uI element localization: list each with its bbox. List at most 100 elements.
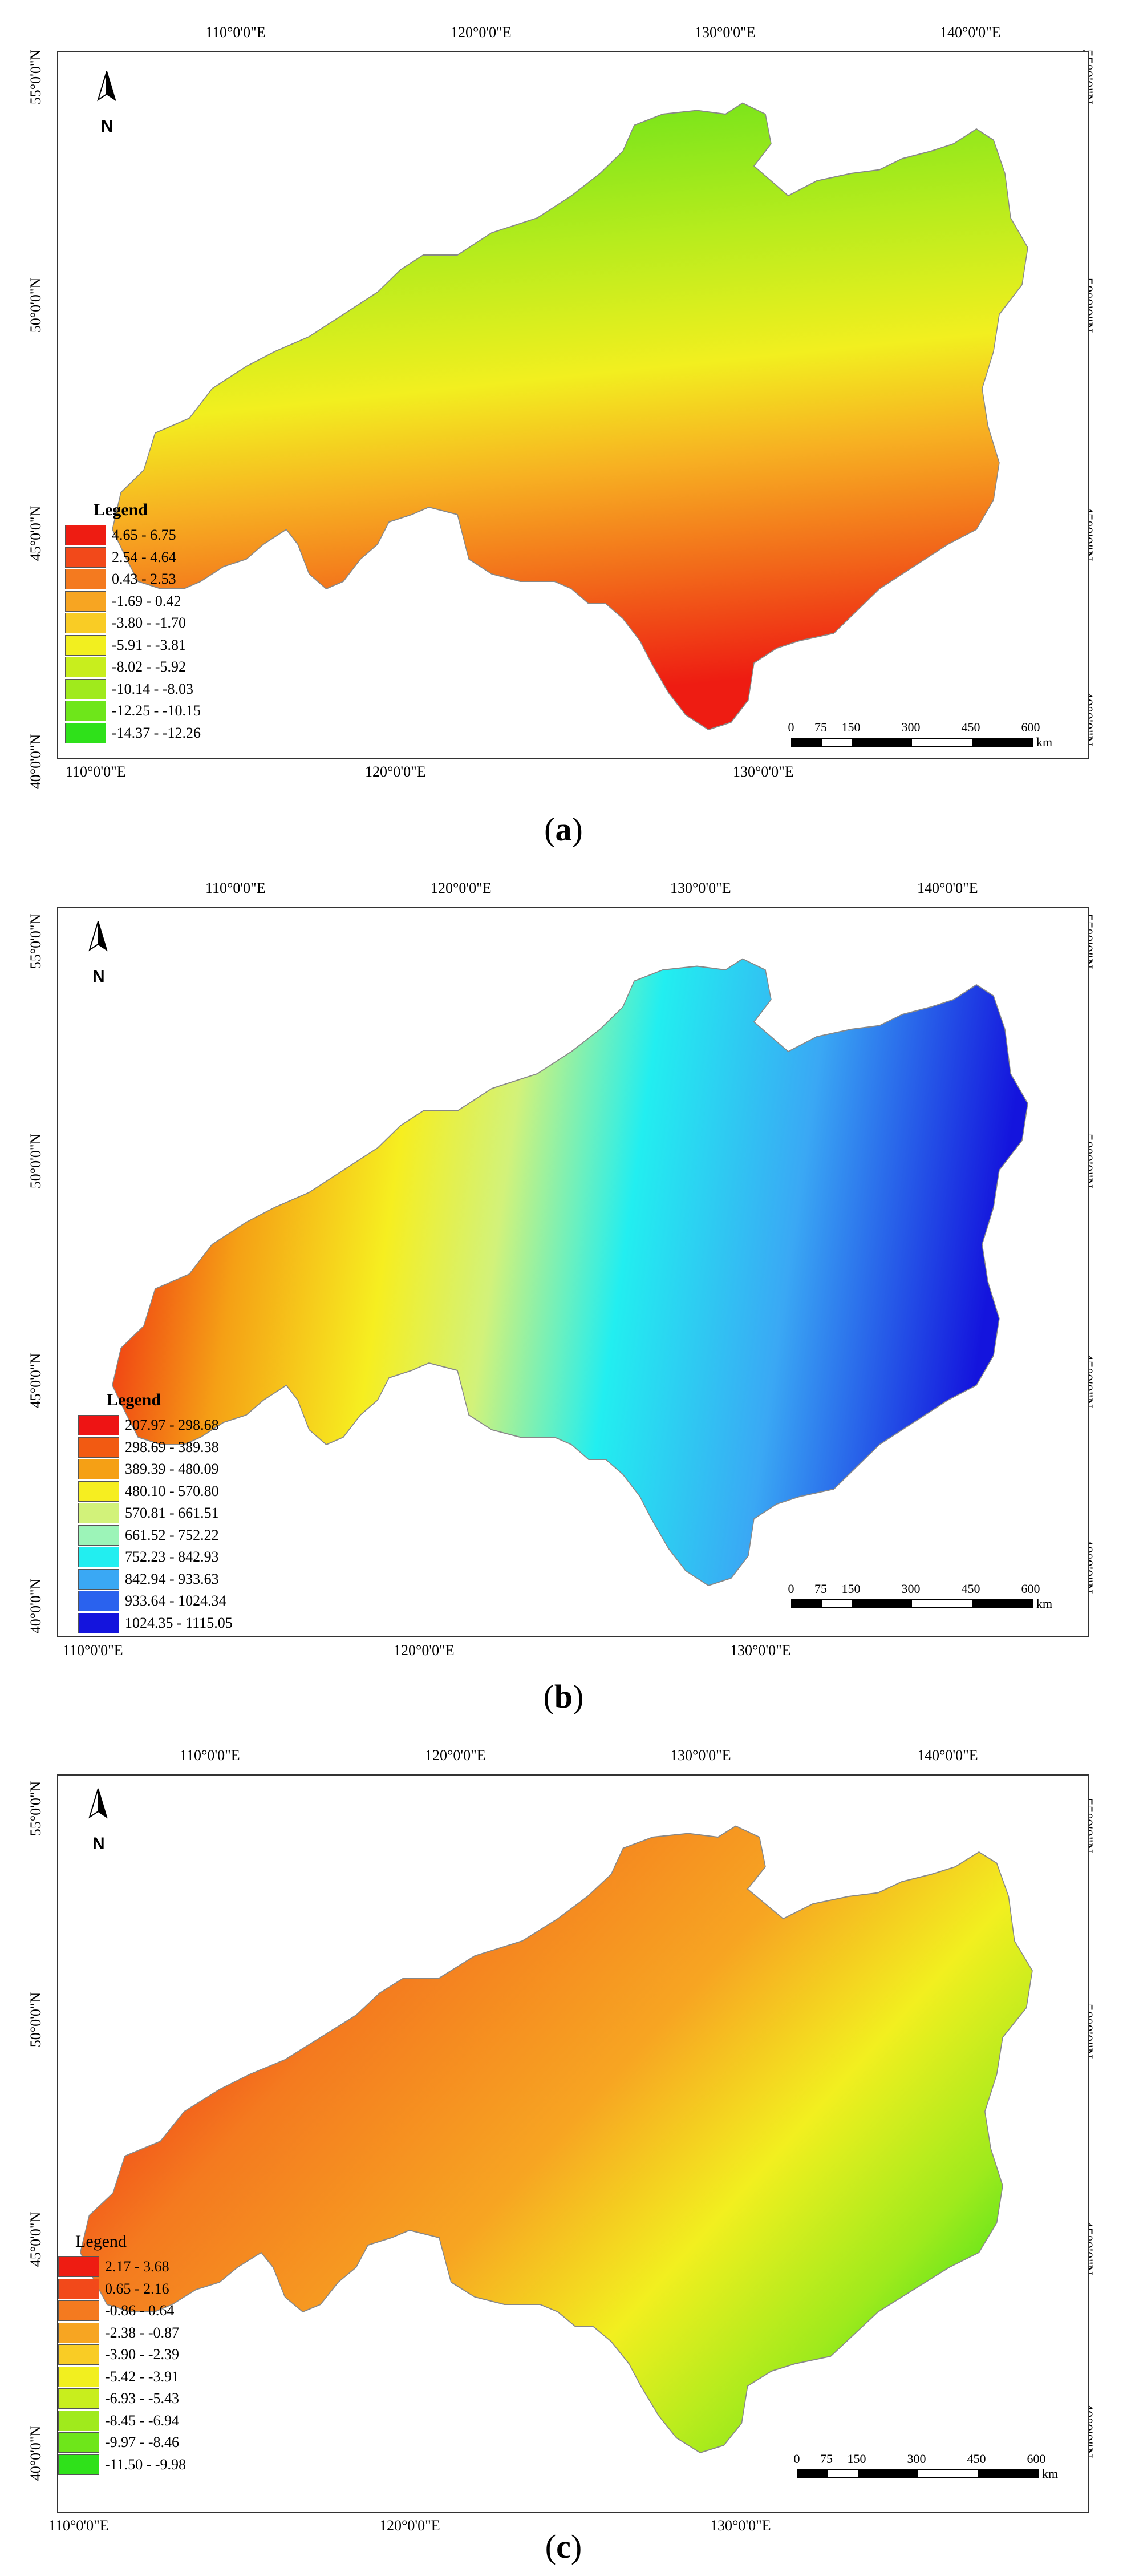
legend-row: 1024.35 - 1115.05 [78,1612,233,1635]
legend-row: -14.37 - -12.26 [65,722,201,745]
scale-bar: 0 75 150 300 450 600 km [794,2452,1065,2481]
lon-label-top: 110°0'0"E [205,880,266,896]
panel-caption-letter: a [555,811,572,848]
map-region [79,1825,1033,2453]
legend-label: -2.38 - -0.87 [105,2324,179,2341]
lon-label-bottom: 130°0'0"E [710,2517,771,2534]
legend-label: -14.37 - -12.26 [112,724,201,741]
map-region [112,102,1028,730]
lon-label-bottom: 110°0'0"E [48,2517,109,2534]
legend-row: 480.10 - 570.80 [78,1481,233,1503]
legend-label: -0.86 - 0.64 [105,2302,175,2319]
legend-swatch [78,1459,119,1480]
lon-label-top: 130°0'0"E [670,1747,731,1764]
legend-label: 752.23 - 842.93 [125,1548,219,1566]
scale-tick-label: 75 [820,2452,833,2466]
legend-row: -6.93 - -5.43 [58,2388,186,2410]
scale-tick-label: 300 [901,1582,921,1596]
scale-tick-labels: 0 75 150 300 450 600 [788,1582,1059,1596]
legend-row: 661.52 - 752.22 [78,1524,233,1547]
lat-label-left: 50°0'0"N [27,1992,44,2048]
panel-caption-letter: b [554,1678,573,1715]
panel-caption: (b) [543,1678,584,1715]
legend-swatch [65,634,106,656]
legend-label: -6.93 - -5.43 [105,2390,179,2407]
legend-row: 0.65 - 2.16 [58,2278,186,2300]
legend-row: -0.86 - 0.64 [58,2300,186,2322]
lat-label-left: 55°0'0"N [27,1781,44,1837]
scale-tick-label: 300 [907,2452,926,2466]
legend-label: 4.65 - 6.75 [112,527,176,544]
legend-label: -8.45 - -6.94 [105,2412,179,2429]
legend: Legend 207.97 - 298.68 298.69 - 389.38 3… [78,1390,233,1634]
legend-row: 0.43 - 2.53 [65,568,201,591]
scale-unit: km [1042,2466,1059,2481]
legend-row: -8.02 - -5.92 [65,656,201,678]
scale-tick-label: 0 [788,720,794,734]
legend-label: -11.50 - -9.98 [105,2456,187,2473]
legend-label: 0.43 - 2.53 [112,571,176,588]
legend-row: -1.69 - 0.42 [65,591,201,613]
legend: Legend 2.17 - 3.68 0.65 - 2.16 -0.86 - 0… [58,2232,186,2476]
scale-tick-labels: 0 75 150 300 450 600 [794,2452,1065,2466]
legend-swatch [58,2366,99,2387]
legend-swatch [65,613,106,634]
north-label: N [101,117,113,136]
lon-label-bottom: 130°0'0"E [733,763,794,780]
scale-tick-label: 450 [961,720,980,734]
legend-label: 2.17 - 3.68 [105,2258,169,2275]
north-label: N [92,967,105,986]
legend-label: 933.64 - 1024.34 [125,1592,226,1610]
scale-bar: 0 75 150 300 450 600 km [788,1582,1059,1611]
legend-swatch [78,1591,119,1612]
legend-swatch [58,2322,99,2343]
legend-swatch [65,569,106,590]
map-frame: N Legend 2.17 - 3.68 0.65 - 2.16 -0.86 -… [57,1774,1089,2513]
legend-swatch [65,657,106,678]
lon-label-bottom: 110°0'0"E [63,1642,123,1659]
legend-swatch [58,2432,99,2453]
north-arrow-icon [88,921,108,952]
legend-swatch [78,1547,119,1568]
legend-title: Legend [75,2232,127,2251]
legend-row: -5.42 - -3.91 [58,2366,186,2388]
legend-swatch [65,547,106,568]
legend-label: 2.54 - 4.64 [112,548,176,565]
legend-label: -3.90 - -2.39 [105,2346,179,2363]
panel-caption-letter: c [556,2528,571,2565]
legend-row: -9.97 - -8.46 [58,2432,186,2454]
scale-tick-label: 150 [841,720,861,734]
legend-label: 298.69 - 389.38 [125,1438,219,1455]
legend-row: 207.97 - 298.68 [78,1414,233,1437]
legend-title: Legend [94,500,148,519]
legend-label: -9.97 - -8.46 [105,2434,179,2451]
legend-swatch [78,1524,119,1546]
lon-label-bottom: 130°0'0"E [730,1642,791,1659]
legend-label: 389.39 - 480.09 [125,1461,219,1478]
legend-row: 842.94 - 933.63 [78,1568,233,1591]
legend-label: -8.02 - -5.92 [112,658,186,676]
legend-label: -3.80 - -1.70 [112,614,186,632]
lat-label-left: 40°0'0"N [27,1578,44,1634]
scale-tick-label: 600 [1021,1582,1040,1596]
lon-label-top: 120°0'0"E [425,1747,486,1764]
lon-label-top: 110°0'0"E [180,1747,240,1764]
legend-row: 389.39 - 480.09 [78,1458,233,1481]
lat-label-left: 45°0'0"N [27,1353,44,1409]
legend-swatch [65,701,106,722]
legend-row: 4.65 - 6.75 [65,524,201,547]
north-arrow-icon [88,1788,108,1819]
legend-label: -5.42 - -3.91 [105,2368,179,2385]
scale-tick-label: 300 [901,720,921,734]
legend-label: 207.97 - 298.68 [125,1417,219,1434]
legend-label: 661.52 - 752.22 [125,1526,219,1543]
legend-swatch [78,1481,119,1502]
north-arrow-icon [97,71,116,102]
legend-row: 570.81 - 661.51 [78,1502,233,1524]
lon-label-top: 130°0'0"E [695,24,756,41]
lat-label-left: 55°0'0"N [27,913,44,969]
lon-label-top: 110°0'0"E [205,24,266,41]
legend-swatch [65,678,106,699]
lon-label-top: 120°0'0"E [431,880,492,896]
scale-tick-label: 75 [814,1582,827,1596]
